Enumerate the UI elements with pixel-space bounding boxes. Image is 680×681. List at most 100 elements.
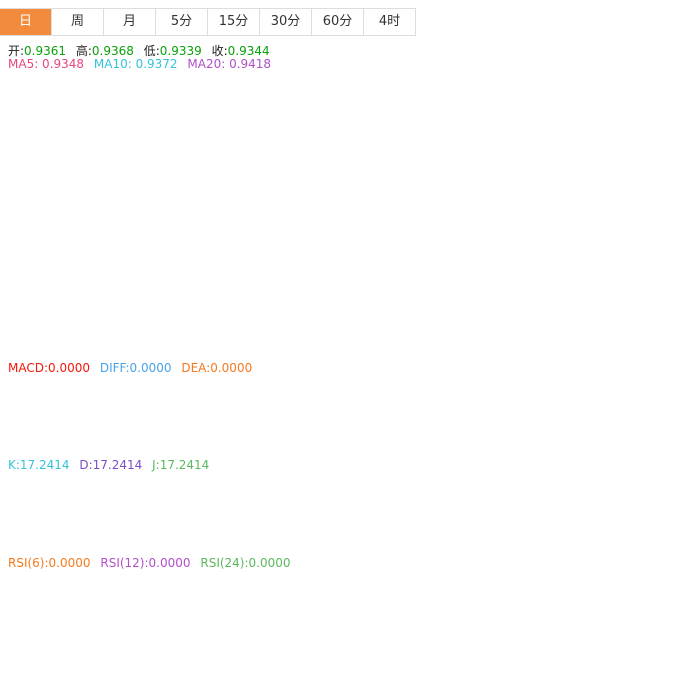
candle-body	[179, 104, 186, 137]
rsi6-line	[2, 571, 588, 642]
candle	[161, 95, 168, 132]
k-line	[2, 487, 588, 539]
sub-tick-label: 0.0030	[631, 411, 666, 422]
candle	[80, 160, 87, 207]
tab-7[interactable]: 4时	[364, 9, 416, 35]
macd-bar	[539, 420, 546, 424]
candle-body	[566, 330, 573, 337]
macd-bar	[170, 413, 177, 424]
macd-bar	[125, 415, 132, 424]
candle-body	[152, 128, 159, 133]
candle	[188, 127, 195, 147]
rsi-legend: RSI(6):0.0000 RSI(12):0.0000 RSI(24):0.0…	[8, 556, 297, 570]
tab-3[interactable]: 5分	[156, 9, 208, 35]
rsi6-value: RSI(6):0.0000	[8, 556, 91, 570]
high-label: 高:	[75, 44, 92, 58]
tab-6[interactable]: 60分	[312, 9, 364, 35]
candle-body	[71, 201, 78, 204]
j-line	[2, 476, 588, 550]
ohlc-legend: 开:0.9361 高:0.9368 低:0.9339 收:0.9344	[8, 42, 276, 59]
price-tick-label: 0.9402	[631, 313, 666, 324]
candle	[539, 309, 546, 337]
last-price-badge	[627, 330, 680, 343]
candle-body	[449, 300, 456, 310]
candle-body	[530, 316, 537, 331]
tab-0[interactable]: 日	[0, 9, 52, 35]
macd-bar	[71, 414, 78, 424]
tab-4[interactable]: 15分	[208, 9, 260, 35]
candle	[557, 325, 564, 347]
candle	[197, 99, 204, 144]
macd-legend: MACD:0.0000 DIFF:0.0000 DEA:0.0000	[8, 361, 258, 375]
high-value: 0.9368	[91, 44, 134, 58]
macd-bar	[431, 423, 438, 435]
open-label: 开:	[8, 44, 25, 58]
price-tick-label: 0.9500	[631, 281, 666, 292]
candle	[125, 135, 132, 161]
candle	[107, 156, 114, 191]
candle-body	[512, 310, 519, 313]
macd-bar	[440, 423, 447, 433]
macd-bar	[0, 423, 6, 425]
candle	[179, 102, 186, 138]
sub-tick-label: 91.6351	[631, 574, 672, 585]
candle-body	[476, 272, 483, 301]
candle	[584, 328, 591, 338]
macd-bar	[98, 416, 105, 424]
candle	[386, 294, 393, 323]
price-tick-label: 0.9304	[631, 345, 666, 356]
candle	[476, 271, 483, 309]
macd-bar	[557, 420, 564, 424]
tab-1[interactable]: 周	[52, 9, 104, 35]
candle	[575, 325, 582, 347]
candle-body	[431, 280, 438, 311]
kdj-legend: K:17.2414 D:17.2414 J:17.2414	[8, 458, 215, 472]
sub-tick-label: 45.3819	[631, 606, 672, 617]
candle-body	[557, 330, 564, 336]
candle-body	[359, 241, 366, 316]
candle-body	[215, 109, 222, 128]
candle	[431, 274, 438, 315]
macd-bar	[584, 418, 591, 424]
macd-bar	[116, 417, 123, 424]
macd-bar	[368, 423, 375, 467]
price-tick-label: 0.9695	[631, 216, 666, 227]
macd-bar	[323, 423, 330, 435]
candle	[98, 139, 105, 191]
sub-tick-label: 0.0141	[631, 378, 666, 389]
candle-body	[269, 117, 276, 136]
macd-bar	[134, 413, 141, 424]
candle	[215, 71, 222, 129]
tab-2[interactable]: 月	[104, 9, 156, 35]
candle-body	[125, 139, 132, 153]
macd-bar	[152, 414, 159, 424]
candle-body	[503, 309, 510, 327]
x-tick-label: 10月	[84, 653, 107, 665]
macd-bar	[233, 423, 240, 429]
candle	[0, 221, 6, 244]
candle	[485, 298, 492, 330]
candle-body	[224, 118, 231, 136]
macd-bar	[89, 411, 96, 424]
macd-bar	[467, 421, 474, 424]
last-price-label: 0.9344	[630, 332, 665, 343]
candle-body	[521, 315, 528, 317]
macd-bar	[296, 422, 303, 424]
candle-body	[53, 143, 60, 150]
period-tabs: 日周月 5分 15分 30分 60分 4时	[0, 8, 416, 36]
candle	[296, 70, 303, 117]
ma-legend: MA5: 0.9348 MA10: 0.9372 MA20: 0.9418	[8, 57, 277, 71]
dea-line	[2, 400, 588, 455]
candle	[548, 325, 555, 347]
tab-5[interactable]: 30分	[260, 9, 312, 35]
candle-body	[44, 143, 51, 179]
candle-body	[323, 159, 330, 168]
ma10-legend: MA10: 0.9372	[93, 57, 178, 71]
candle-body	[98, 145, 105, 191]
candle	[53, 139, 60, 170]
candle-body	[413, 255, 420, 276]
ma20-line	[2, 124, 588, 313]
close-value: 0.9344	[227, 44, 270, 58]
candle-body	[89, 145, 96, 174]
